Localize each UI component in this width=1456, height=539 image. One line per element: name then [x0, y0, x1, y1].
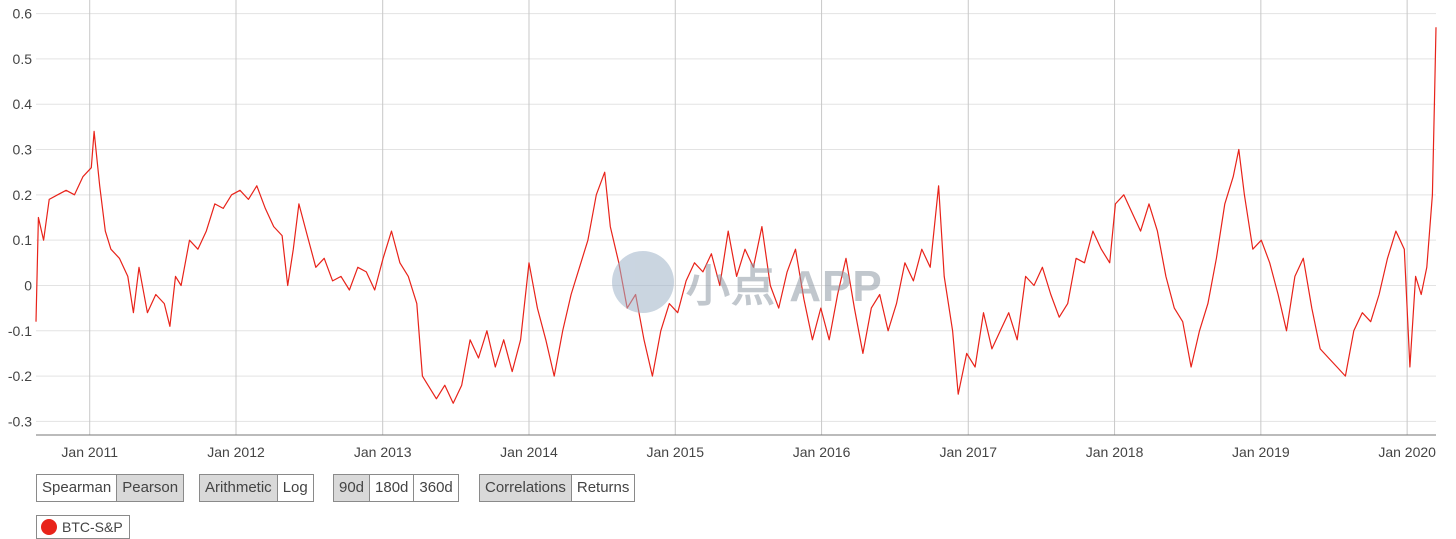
- x-tick-label: Jan 2019: [1232, 444, 1290, 460]
- y-tick-label: -0.3: [8, 413, 32, 429]
- correlations-button[interactable]: Correlations: [480, 475, 572, 501]
- pearson-button[interactable]: Pearson: [117, 475, 184, 501]
- x-tick-label: Jan 2014: [500, 444, 558, 460]
- y-tick-label: -0.1: [8, 323, 32, 339]
- mode-toggle: Correlations Returns: [479, 474, 636, 502]
- y-tick-label: 0.3: [13, 142, 33, 158]
- x-tick-label: Jan 2020: [1378, 444, 1436, 460]
- x-tick-label: Jan 2015: [646, 444, 704, 460]
- chart-gridlines: [36, 0, 1436, 435]
- window-90d-button[interactable]: 90d: [334, 475, 371, 501]
- series-line-btc-sp: [35, 27, 1437, 404]
- x-tick-label: Jan 2016: [793, 444, 851, 460]
- legend-label: BTC-S&P: [62, 519, 123, 535]
- y-tick-label: 0.4: [13, 96, 33, 112]
- arithmetic-button[interactable]: Arithmetic: [200, 475, 278, 501]
- x-tick-label: Jan 2017: [939, 444, 997, 460]
- window-360d-button[interactable]: 360d: [414, 475, 458, 501]
- legend-item-btc-sp[interactable]: BTC-S&P: [36, 515, 130, 539]
- x-tick-label: Jan 2012: [207, 444, 265, 460]
- y-tick-label: 0.6: [13, 6, 33, 22]
- spearman-button[interactable]: Spearman: [37, 475, 118, 501]
- y-tick-label: 0.2: [13, 187, 33, 203]
- y-tick-label: 0: [24, 277, 32, 293]
- log-button[interactable]: Log: [277, 475, 313, 501]
- window-180d-button[interactable]: 180d: [370, 475, 415, 501]
- series-layer: [35, 27, 1437, 404]
- scale-toggle: Arithmetic Log: [199, 474, 314, 502]
- y-axis-ticks: 0.6 0.5 0.4 0.3 0.2 0.1 0 -0.1 -0.2 -0.3: [8, 6, 32, 430]
- legend-marker-icon: [41, 519, 57, 535]
- y-tick-label: 0.1: [13, 232, 33, 248]
- correlation-line-chart: 0.6 0.5 0.4 0.3 0.2 0.1 0 -0.1 -0.2 -0.3 Jan 2011…: [8, 0, 1437, 460]
- returns-button[interactable]: Returns: [571, 475, 635, 501]
- x-tick-label: Jan 2018: [1086, 444, 1144, 460]
- x-tick-label: Jan 2011: [61, 444, 118, 460]
- y-tick-label: -0.2: [8, 368, 32, 384]
- x-tick-label: Jan 2013: [354, 444, 412, 460]
- window-toggle: 90d 180d 360d: [333, 474, 459, 502]
- y-tick-label: 0.5: [13, 51, 33, 67]
- method-toggle: Spearman Pearson: [36, 474, 185, 502]
- x-axis-ticks: Jan 2011 Jan 2012 Jan 2013 Jan 2014 Jan 2015…: [61, 444, 1436, 460]
